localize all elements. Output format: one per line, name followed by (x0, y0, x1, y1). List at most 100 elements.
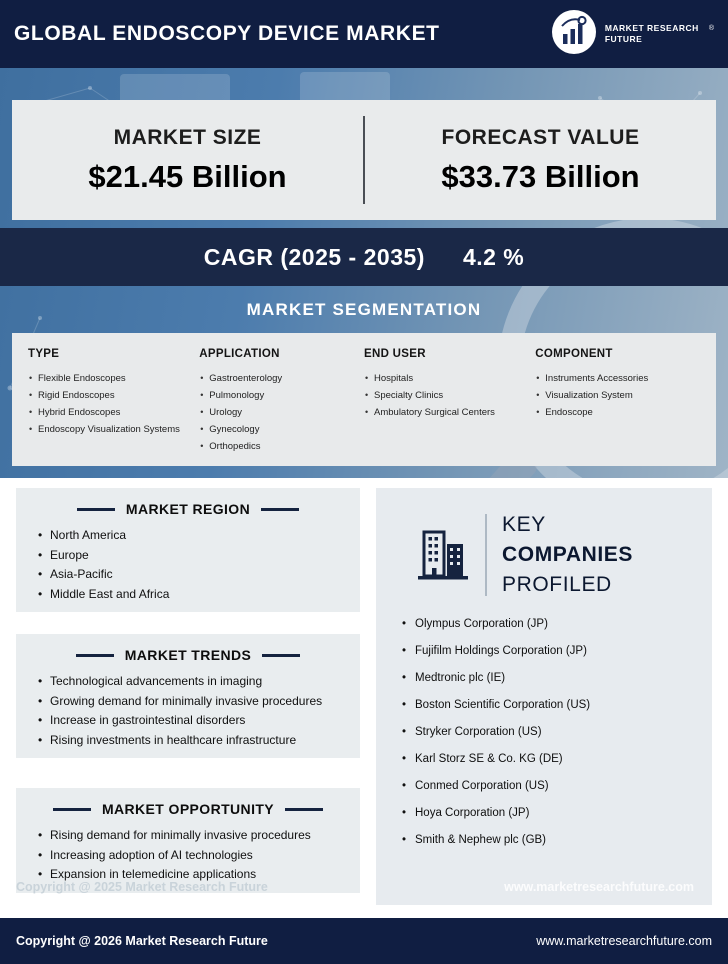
market-size-value: $21.45 Billion (88, 158, 287, 194)
seg-heading-end-user: END USER (364, 348, 426, 360)
rule-left (52, 807, 91, 811)
rule-right (285, 807, 324, 811)
list-item: Europe (38, 548, 346, 563)
page-title: GLOBAL ENDOSCOPY DEVICE MARKET (14, 22, 440, 45)
list-item: Rising demand for minimally invasive pro… (38, 828, 346, 843)
market-region-title: MARKET REGION (125, 501, 251, 517)
list-item: Endoscopy Visualization Systems (28, 424, 199, 435)
forecast-value-stat: FORECAST VALUE $33.73 Billion (365, 126, 716, 195)
list-item: Visualization System (535, 390, 700, 401)
footer-site-url: www.marketresearchfuture.com (536, 934, 712, 948)
market-opportunity-title: MARKET OPPORTUNITY (101, 801, 275, 817)
list-item: Stryker Corporation (US) (402, 726, 694, 738)
market-opportunity-heading: MARKET OPPORTUNITY (30, 801, 346, 817)
header-bar: GLOBAL ENDOSCOPY DEVICE MARKET MARKET RE… (0, 0, 728, 68)
rule-left (76, 507, 115, 511)
buildings-icon (416, 524, 470, 587)
list-item: Conmed Corporation (US) (402, 780, 694, 792)
stats-box: MARKET SIZE $21.45 Billion FORECAST VALU… (12, 100, 716, 220)
list-item: Expansion in telemedicine applications (38, 867, 346, 882)
key-companies-list: Olympus Corporation (JP) Fujifilm Holding… (394, 618, 694, 846)
segmentation-col-end-user: END USER Hospitals Specialty Clinics Ambul… (364, 348, 535, 466)
list-item: Hoya Corporation (JP) (402, 807, 694, 819)
list-item: Hybrid Endoscopes (28, 407, 199, 418)
market-trends-list: Technological advancements in imaging Gro… (30, 674, 346, 748)
list-item: Orthopedics (199, 441, 364, 452)
market-size-stat: MARKET SIZE $21.45 Billion (12, 126, 363, 195)
stats-divider (363, 116, 365, 204)
key-companies-title: KEY COMPANIES PROFILED (502, 510, 633, 600)
list-item: Smith & Nephew plc (GB) (402, 834, 694, 846)
cagr-value: 4.2 % (462, 243, 525, 270)
segmentation-title: MARKET SEGMENTATION (246, 300, 482, 319)
list-item: Urology (199, 407, 364, 418)
market-size-label: MARKET SIZE (113, 125, 262, 149)
seg-list-component: Instruments Accessories Visualization Sys… (535, 373, 700, 418)
brand-logo: MARKET RESEARCH FUTURE ® (551, 9, 714, 60)
key-companies-panel: KEY COMPANIES PROFILED Olympus Corporati… (376, 488, 712, 905)
logo-chart-icon (551, 9, 597, 60)
list-item: Instruments Accessories (535, 373, 700, 384)
key-companies-title-line2: COMPANIES (502, 543, 634, 566)
market-region-heading: MARKET REGION (30, 501, 346, 517)
list-item: Specialty Clinics (364, 390, 535, 401)
segmentation-col-application: APPLICATION Gastroenterology Pulmonology U… (199, 348, 364, 466)
rule-left (75, 653, 114, 657)
hero-section: MARKET SIZE $21.45 Billion FORECAST VALU… (0, 68, 728, 478)
key-companies-divider (485, 514, 487, 596)
market-opportunity-panel: MARKET OPPORTUNITY Rising demand for min… (16, 788, 360, 893)
list-item: Increase in gastrointestinal disorders (38, 713, 346, 728)
cagr-label: CAGR (2025 - 2035) (203, 243, 425, 270)
segmentation-col-component: COMPONENT Instruments Accessories Visuali… (535, 348, 700, 466)
list-item: Rising investments in healthcare infrast… (38, 733, 346, 748)
seg-list-end-user: Hospitals Specialty Clinics Ambulatory Sur… (364, 373, 535, 418)
list-item: Boston Scientific Corporation (US) (402, 699, 694, 711)
segmentation-box: TYPE Flexible Endoscopes Rigid Endoscopes… (12, 333, 716, 466)
list-item: Ambulatory Surgical Centers (364, 407, 535, 418)
list-item: Karl Storz SE & Co. KG (DE) (402, 753, 694, 765)
seg-heading-component: COMPONENT (535, 348, 613, 360)
footer-copyright: Copyright @ 2026 Market Research Future (16, 934, 268, 948)
seg-heading-type: TYPE (28, 348, 60, 360)
cagr-band: CAGR (2025 - 2035) 4.2 % (0, 228, 728, 286)
market-region-list: North America Europe Asia-Pacific Middle Ea… (30, 528, 346, 602)
brand-name: MARKET RESEARCH FUTURE (604, 23, 699, 44)
list-item: Flexible Endoscopes (28, 373, 199, 384)
forecast-value-value: $33.73 Billion (441, 158, 640, 194)
seg-heading-application: APPLICATION (199, 348, 280, 360)
registered-mark: ® (708, 24, 714, 32)
key-companies-title-line3: PROFILED (502, 573, 612, 596)
market-trends-title: MARKET TRENDS (124, 647, 252, 663)
list-item: Gynecology (199, 424, 364, 435)
left-column: MARKET REGION North America Europe Asia-Pa… (16, 488, 360, 918)
list-item: Pulmonology (199, 390, 364, 401)
rule-right (261, 507, 300, 511)
list-item: Olympus Corporation (JP) (402, 618, 694, 630)
forecast-value-label: FORECAST VALUE (441, 125, 640, 149)
list-item: Asia-Pacific (38, 567, 346, 582)
key-companies-header: KEY COMPANIES PROFILED (394, 510, 694, 600)
rule-right (262, 653, 301, 657)
list-item: Rigid Endoscopes (28, 390, 199, 401)
list-item: Medtronic plc (IE) (402, 672, 694, 684)
footer-bar: Copyright @ 2026 Market Research Future … (0, 918, 728, 964)
list-item: Hospitals (364, 373, 535, 384)
list-item: Gastroenterology (199, 373, 364, 384)
main-content: MARKET REGION North America Europe Asia-Pa… (0, 478, 728, 918)
segmentation-col-type: TYPE Flexible Endoscopes Rigid Endoscopes… (28, 348, 199, 466)
list-item: Endoscope (535, 407, 700, 418)
market-region-panel: MARKET REGION North America Europe Asia-Pa… (16, 488, 360, 612)
list-item: Growing demand for minimally invasive pr… (38, 694, 346, 709)
key-companies-title-line1: KEY (502, 513, 546, 536)
list-item: Fujifilm Holdings Corporation (JP) (402, 645, 694, 657)
list-item: Increasing adoption of AI technologies (38, 848, 346, 863)
market-trends-panel: MARKET TRENDS Technological advancements… (16, 634, 360, 758)
seg-list-application: Gastroenterology Pulmonology Urology Gyneco… (199, 373, 364, 452)
seg-list-type: Flexible Endoscopes Rigid Endoscopes Hybri… (28, 373, 199, 435)
list-item: Technological advancements in imaging (38, 674, 346, 689)
list-item: North America (38, 528, 346, 543)
list-item: Middle East and Africa (38, 587, 346, 602)
market-trends-heading: MARKET TRENDS (30, 647, 346, 663)
market-opportunity-list: Rising demand for minimally invasive pro… (30, 828, 346, 882)
